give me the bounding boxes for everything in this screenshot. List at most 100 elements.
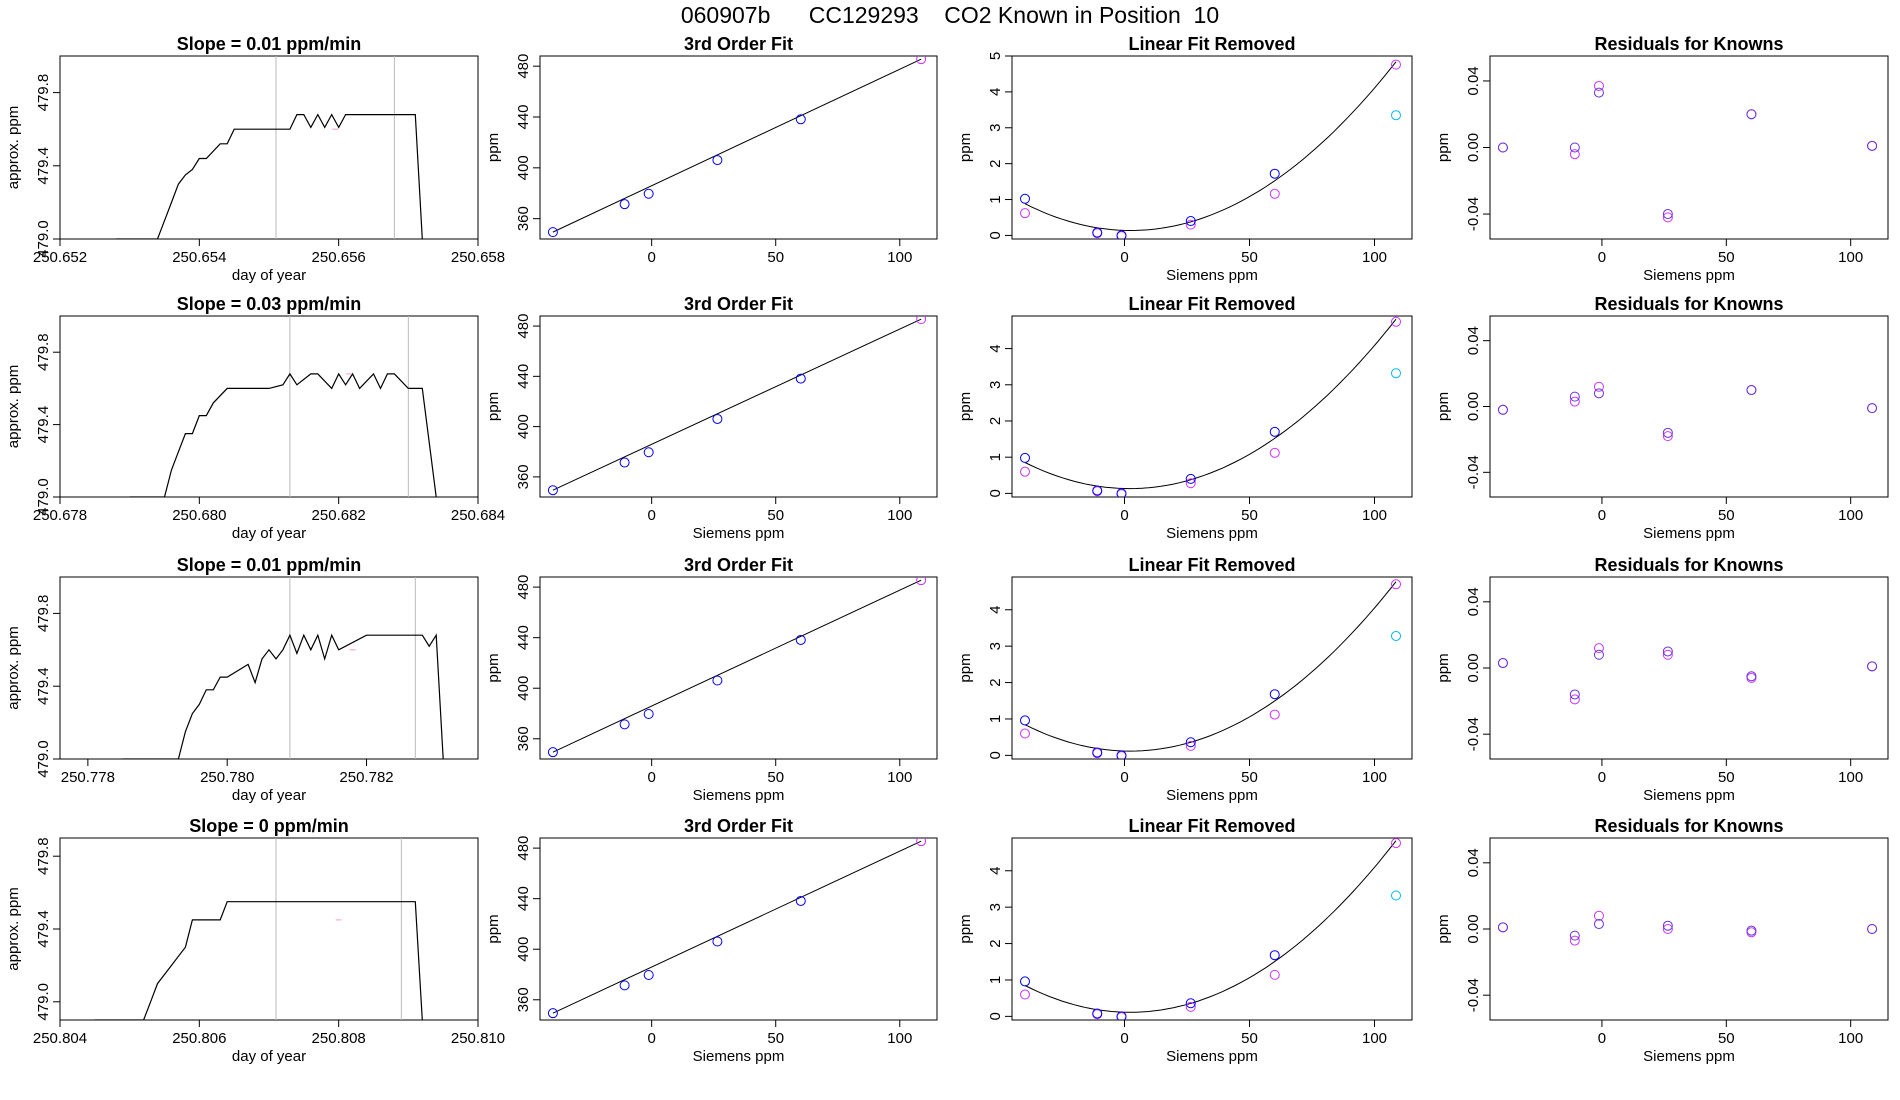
x-tick-label: 100	[887, 249, 912, 266]
panel-fit-row-4: 3rd Order Fit 0 50 100 360 400 440 480 Siemens p…	[485, 816, 938, 1065]
y-tick-label: 480	[515, 575, 532, 600]
known-residual-point	[1593, 643, 1604, 654]
x-tick-label: 0	[1120, 249, 1128, 266]
x-tick-label: 250.778	[61, 769, 115, 786]
y-axis-label: approx. ppm	[5, 887, 22, 970]
known-residual-point	[1662, 431, 1673, 442]
data-point	[643, 447, 654, 458]
sample-residual-point	[1593, 649, 1604, 660]
x-axis-label: Siemens ppm	[693, 525, 785, 542]
y-tick-label: 479.0	[35, 478, 52, 516]
y-axis-label: ppm	[957, 133, 974, 162]
sample-residual-point	[1867, 140, 1878, 151]
x-axis-label: Siemens ppm	[1643, 1048, 1735, 1065]
known-point	[1020, 989, 1030, 1000]
plot-frame	[1489, 315, 1889, 498]
y-tick-label: 400	[515, 676, 532, 701]
known-residual-point	[1662, 649, 1673, 660]
fit-curve	[1024, 61, 1397, 232]
panel-title: Linear Fit Removed	[1128, 294, 1295, 314]
plot-area	[115, 56, 423, 239]
y-tick-label: 479.4	[35, 406, 52, 444]
sample-point	[1185, 737, 1196, 748]
data-point	[916, 56, 927, 65]
plot-frame	[1489, 576, 1889, 760]
panel-res-row-4: Residuals for Knowns 0 50 100 -0.04 0.00 0.04 S…	[1435, 816, 1889, 1065]
x-tick-label: 250.810	[451, 1030, 505, 1047]
x-axis-label: day of year	[232, 267, 306, 284]
sample-point	[1116, 488, 1127, 497]
panel-title: Residuals for Knowns	[1594, 816, 1783, 836]
x-axis-label: day of year	[232, 525, 306, 542]
x-tick-label: 100	[1838, 507, 1863, 524]
data-point	[619, 457, 630, 468]
sample-point	[1092, 227, 1103, 238]
known-point	[1269, 709, 1280, 720]
y-tick-label: 2	[987, 939, 1004, 947]
sample-point	[1269, 950, 1280, 961]
data-point	[795, 373, 806, 384]
y-tick-label: 0	[987, 751, 1004, 759]
known-point	[1185, 740, 1196, 751]
plot-area	[1497, 643, 1878, 705]
panel-time-row-2: Slope = 0.03 ppm/min 250.678 250.680 250.68…	[5, 294, 505, 542]
x-tick-label: 100	[1838, 249, 1863, 266]
y-axis-label: ppm	[485, 392, 502, 421]
panel-time-row-3: Slope = 0.01 ppm/min 250.778 250.780 250.78…	[5, 555, 479, 804]
y-tick-label: 0.00	[1465, 914, 1482, 943]
known-point	[1391, 59, 1401, 70]
data-point	[643, 188, 654, 199]
y-tick-label: 400	[515, 155, 532, 180]
x-tick-label: 50	[767, 507, 784, 524]
data-point	[795, 114, 806, 125]
plot-frame	[1011, 576, 1413, 760]
data-point	[643, 709, 654, 720]
x-tick-label: 250.680	[172, 507, 226, 524]
y-tick-label: 479.8	[35, 333, 52, 371]
x-tick-label: 0	[1120, 769, 1128, 786]
data-point	[712, 675, 723, 686]
x-axis-label: Siemens ppm	[1643, 787, 1735, 804]
y-tick-label: 1	[987, 195, 1004, 203]
known-residual-point	[1569, 694, 1580, 705]
x-tick-label: 50	[767, 1030, 784, 1047]
y-tick-label: -0.04	[1465, 978, 1482, 1012]
sample-residual-point	[1662, 427, 1673, 438]
y-axis-label: ppm	[957, 914, 974, 943]
x-tick-label: 100	[1362, 249, 1387, 266]
y-tick-label: 4	[987, 606, 1004, 614]
sample-residual-point	[1497, 142, 1508, 153]
y-tick-label: 0.00	[1465, 653, 1482, 682]
panel-lin-row-4: Linear Fit Removed 0 50 100 0 1 2 3 4 Siemens ppm…	[957, 816, 1413, 1065]
data-point	[916, 838, 927, 847]
panel-title: 3rd Order Fit	[684, 34, 793, 54]
plot-frame	[539, 576, 938, 760]
x-tick-label: 250.656	[312, 249, 366, 266]
concentration-trace	[115, 113, 423, 239]
known-point	[1020, 728, 1030, 739]
sample-residual-point	[1867, 924, 1878, 934]
plot-area	[129, 316, 437, 497]
x-axis-label: Siemens ppm	[693, 1048, 785, 1065]
y-tick-label: 440	[515, 625, 532, 650]
x-tick-label: 250.804	[33, 1030, 87, 1047]
x-axis-label: Siemens ppm	[1643, 267, 1735, 284]
panel-title: Slope = 0.01 ppm/min	[177, 555, 362, 575]
y-tick-label: 440	[515, 364, 532, 389]
x-tick-label: 50	[1718, 507, 1735, 524]
known-point	[1391, 579, 1401, 590]
y-tick-label: 479.4	[35, 667, 52, 705]
data-point	[916, 316, 927, 325]
panel-time-row-4: Slope = 0 ppm/min 250.804 250.806 250.808 25…	[5, 816, 505, 1065]
known-point	[1391, 316, 1401, 327]
panel-res-row-3: Residuals for Knowns 0 50 100 -0.04 0.00 0.04 S…	[1435, 555, 1889, 804]
sample-residual-point	[1746, 671, 1757, 682]
sample-residual-point	[1746, 109, 1757, 120]
sample-residual-point	[1746, 925, 1757, 936]
y-tick-label: 480	[515, 54, 532, 79]
sample-point	[1092, 747, 1103, 758]
y-tick-label: 4	[987, 88, 1004, 96]
panel-title: 3rd Order Fit	[684, 555, 793, 575]
data-point	[619, 980, 630, 991]
extra-point	[1391, 890, 1401, 901]
